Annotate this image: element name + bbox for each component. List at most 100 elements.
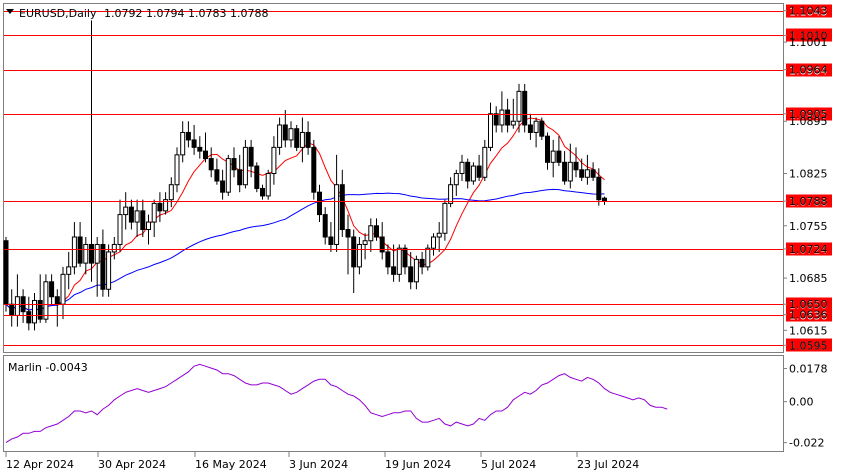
candle-body-down bbox=[374, 225, 379, 238]
candle-body-down bbox=[237, 169, 243, 186]
level-label: 1.0595 bbox=[789, 340, 828, 353]
candle bbox=[590, 162, 596, 181]
candle bbox=[203, 132, 208, 163]
candle bbox=[362, 233, 368, 260]
candle bbox=[596, 168, 602, 206]
triangle-down-icon[interactable] bbox=[6, 9, 14, 14]
candle-body-down bbox=[493, 113, 499, 126]
candle-body-down bbox=[89, 243, 94, 264]
candle bbox=[282, 110, 288, 148]
candle bbox=[151, 199, 157, 237]
candle-body-up bbox=[94, 243, 100, 264]
candle bbox=[191, 124, 197, 155]
candle bbox=[499, 91, 505, 133]
time-tick-label: 23 Jul 2024 bbox=[577, 458, 639, 471]
level-label-bg bbox=[786, 297, 832, 311]
candle-body-up bbox=[436, 232, 442, 238]
candle-body-down bbox=[77, 236, 83, 264]
level-label-bg bbox=[786, 107, 832, 121]
candle-body-down bbox=[351, 236, 357, 268]
candle bbox=[379, 222, 385, 260]
candle-body-down bbox=[140, 210, 146, 231]
candle bbox=[476, 154, 482, 181]
candle-body-down bbox=[185, 131, 191, 141]
candle-body-down bbox=[208, 158, 214, 171]
candle bbox=[66, 251, 72, 290]
price-tick-label: 1.0788 bbox=[789, 195, 828, 208]
time-tick-label: 3 Jun 2024 bbox=[289, 458, 348, 471]
main-pane-frame bbox=[3, 3, 784, 353]
candle bbox=[402, 244, 408, 275]
candle bbox=[94, 236, 100, 297]
candle bbox=[100, 229, 106, 297]
indicator-pane[interactable]: 0.0178 0.00 -0.022 Marlin -0.0043 bbox=[3, 355, 828, 452]
candle-body-up bbox=[271, 146, 277, 175]
candle bbox=[260, 184, 265, 200]
candle-body-down bbox=[596, 176, 602, 201]
candle-body-up bbox=[448, 184, 454, 204]
candle-body-up bbox=[134, 210, 140, 223]
level-label-bg bbox=[786, 338, 832, 352]
candle bbox=[277, 117, 283, 155]
candle bbox=[425, 244, 431, 271]
candle-body-up bbox=[43, 281, 49, 320]
candle-body-up bbox=[533, 120, 539, 133]
indicator-title: Marlin -0.0043 bbox=[8, 361, 88, 374]
candle bbox=[602, 196, 607, 205]
level-label: 1.0724 bbox=[789, 244, 828, 257]
candle-body-up bbox=[431, 236, 436, 249]
candle-body-up bbox=[174, 154, 180, 186]
candle-body-down bbox=[602, 197, 607, 202]
candle-body-down bbox=[214, 169, 220, 182]
horizontal-levels: 1.1043 1.1010 1.0964 1.0905 1.0788 1.0724 1.06… bbox=[4, 4, 832, 353]
candle-body-down bbox=[49, 281, 55, 298]
candle-body-up bbox=[396, 247, 402, 275]
candle-body-down bbox=[476, 165, 482, 178]
candle-body-down bbox=[260, 187, 265, 197]
price-tick-label: 1.0755 bbox=[789, 220, 828, 233]
candle-body-up bbox=[71, 236, 77, 268]
candle-body-down bbox=[203, 150, 208, 160]
candle-body-up bbox=[66, 266, 72, 275]
price-tick-label: 1.1001 bbox=[789, 36, 828, 49]
candle bbox=[14, 274, 20, 327]
candle bbox=[317, 184, 322, 223]
candle-body-down bbox=[311, 146, 317, 193]
main-pane[interactable]: 1.1043 1.1010 1.0964 1.0905 1.0788 1.0724 1.06… bbox=[3, 3, 833, 353]
slow-moving-average-line bbox=[5, 188, 605, 311]
level-label-bg bbox=[786, 28, 832, 42]
oscillator-tick-label: -0.022 bbox=[789, 437, 824, 450]
candle bbox=[134, 199, 140, 237]
candle bbox=[71, 222, 77, 275]
candles bbox=[3, 20, 607, 331]
price-tick-label: 1.0964 bbox=[789, 64, 828, 77]
candle-body-down bbox=[157, 202, 163, 212]
candle-body-down bbox=[305, 131, 311, 148]
price-tick-label: 1.0895 bbox=[789, 115, 828, 128]
candle bbox=[413, 255, 419, 290]
price-tick-label: 1.0650 bbox=[789, 298, 828, 311]
candle bbox=[505, 98, 511, 133]
time-tick-label: 5 Jul 2024 bbox=[481, 458, 536, 471]
candle bbox=[322, 207, 328, 245]
candle bbox=[185, 121, 191, 148]
candle-body-down bbox=[527, 124, 533, 133]
candle-body-up bbox=[334, 184, 340, 245]
level-label: 1.0650 bbox=[789, 299, 828, 312]
candle-body-down bbox=[539, 120, 545, 137]
symbol-label: EURUSD,Daily bbox=[19, 7, 97, 20]
candle bbox=[465, 158, 471, 189]
candle bbox=[573, 147, 579, 178]
candle-body-up bbox=[567, 161, 573, 182]
level-label: 1.0964 bbox=[789, 65, 828, 78]
candle-body-down bbox=[9, 303, 15, 316]
candle bbox=[89, 20, 94, 282]
candle-body-up bbox=[584, 169, 590, 178]
candle-body-down bbox=[322, 214, 328, 238]
candle-body-up bbox=[413, 258, 419, 283]
level-label: 1.0905 bbox=[789, 109, 828, 122]
candle bbox=[527, 113, 533, 140]
candle bbox=[174, 147, 180, 193]
